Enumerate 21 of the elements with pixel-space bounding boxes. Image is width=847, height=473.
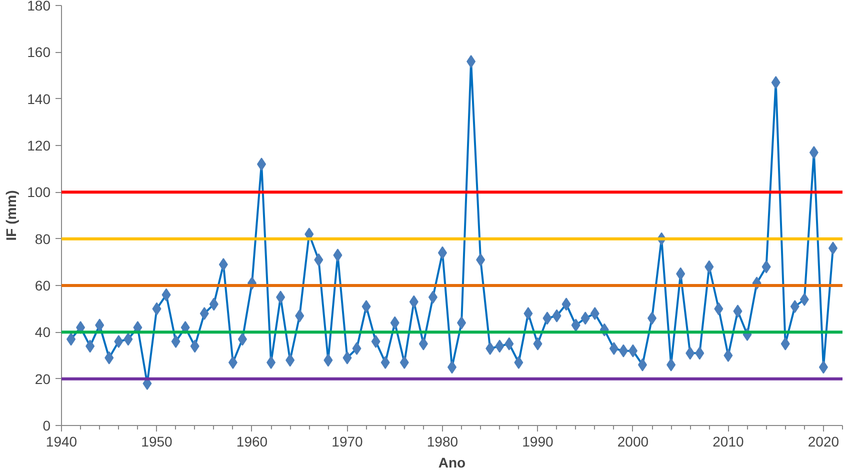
y-tick-label: 0 (42, 418, 51, 434)
y-tick-label: 140 (27, 90, 51, 107)
y-tick-label: 120 (27, 138, 51, 154)
y-tick-label: 180 (27, 0, 51, 14)
y-tick-label: 80 (34, 230, 51, 247)
y-tick-label: 100 (27, 184, 51, 200)
x-tick-label: 2020 (808, 434, 840, 450)
y-tick-label: 40 (34, 324, 51, 340)
x-tick-label: 1970 (332, 434, 364, 450)
x-tick-label: 2000 (617, 434, 649, 450)
x-tick-label: 1950 (141, 434, 173, 450)
x-tick-label: 1960 (236, 434, 268, 450)
y-axis-title: IF (mm) (3, 190, 20, 241)
y-tick-label: 20 (34, 370, 51, 387)
x-tick-label: 1990 (522, 434, 554, 450)
x-axis-title: Ano (438, 454, 466, 470)
y-tick-label: 60 (34, 278, 51, 294)
x-tick-label: 1980 (426, 434, 458, 450)
x-tick-label: 2010 (712, 434, 744, 450)
x-tick-label: 1940 (46, 434, 78, 450)
y-tick-label: 160 (27, 44, 51, 60)
